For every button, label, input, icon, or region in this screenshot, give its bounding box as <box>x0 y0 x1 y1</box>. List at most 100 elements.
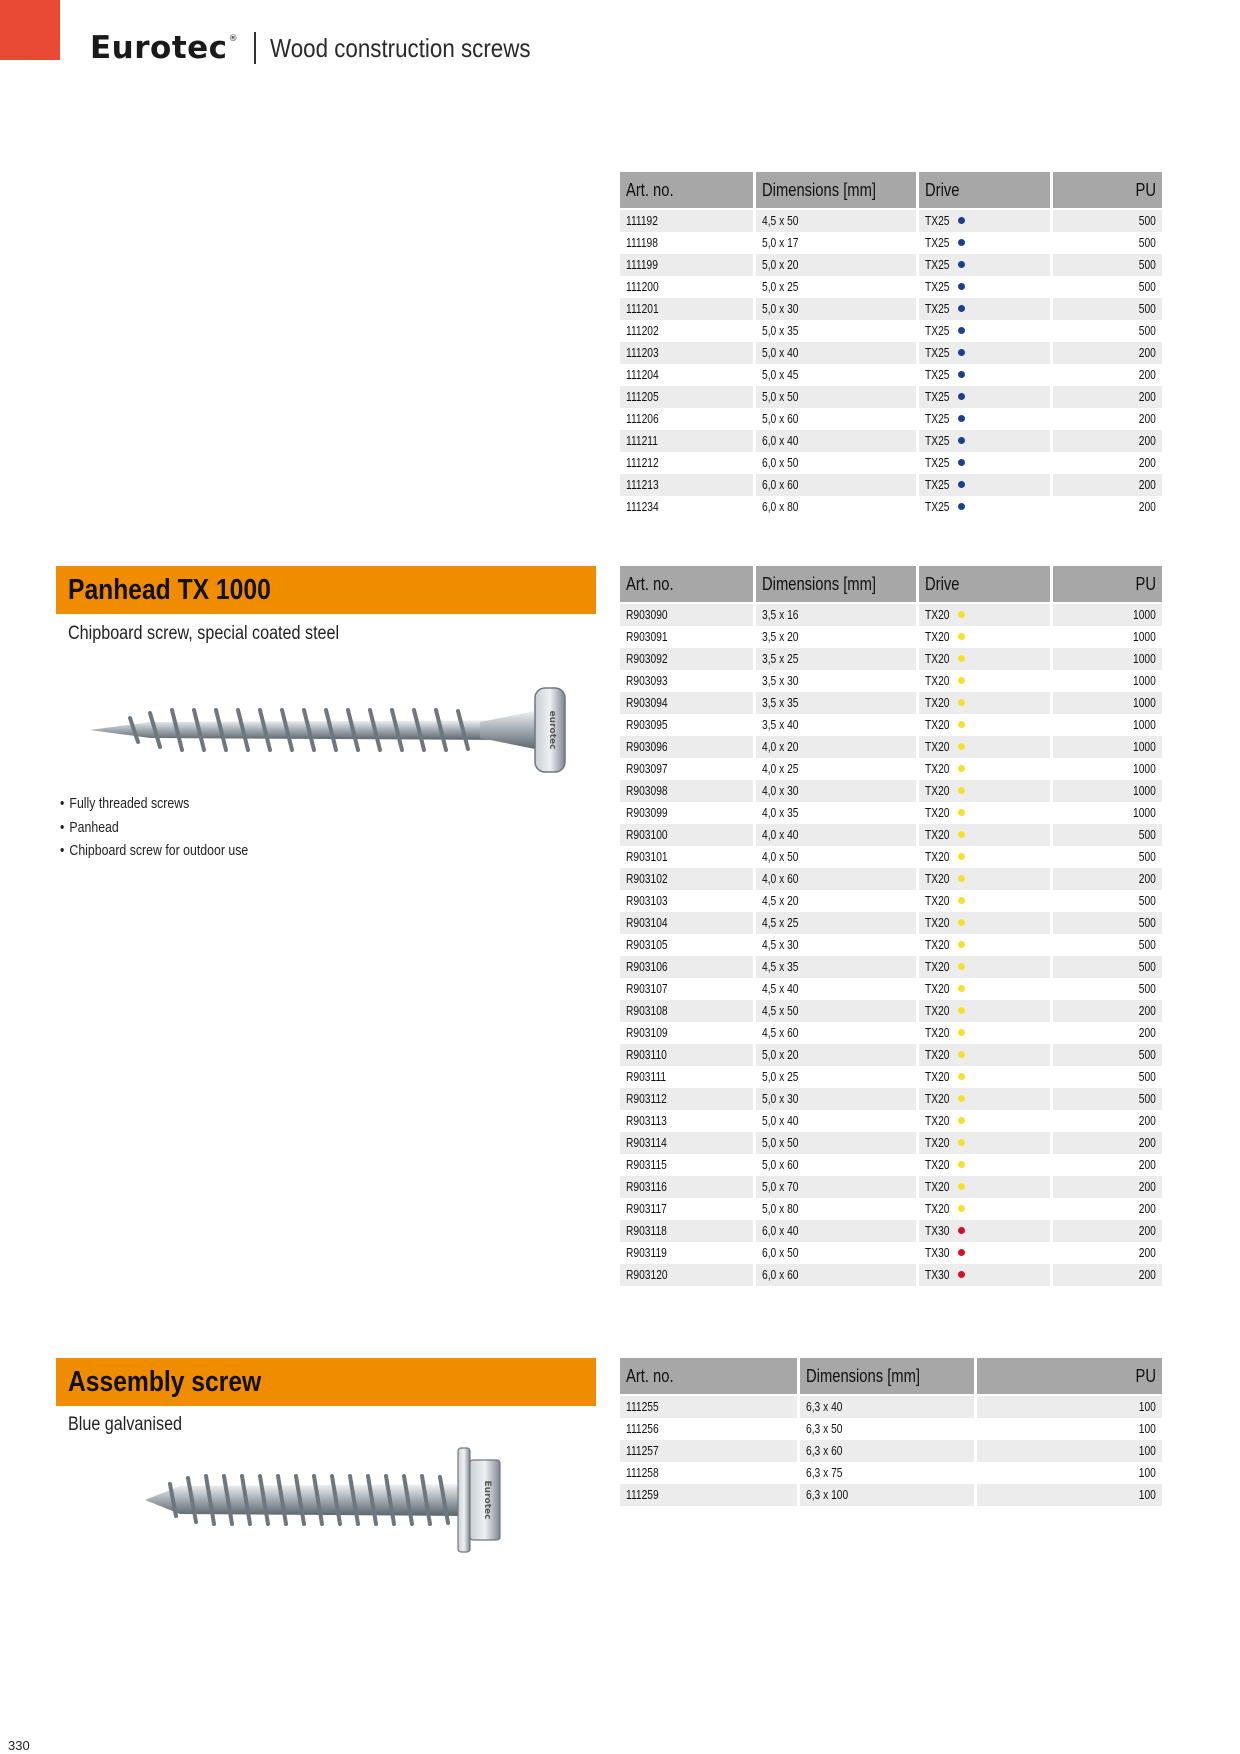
cell-dimensions: 4,5 x 25 <box>752 912 917 934</box>
cell-pu: 100 <box>973 1462 1162 1484</box>
drive-color-dot-icon <box>958 677 966 684</box>
table-row: R903104 4,5 x 25 TX20 500 <box>620 912 1162 934</box>
col-header-drive: Drive <box>915 566 1051 602</box>
cell-dimensions: 6,0 x 40 <box>752 1220 917 1242</box>
table-row: R903110 5,0 x 20 TX20 500 <box>620 1044 1162 1066</box>
page-title: Wood construction screws <box>270 32 531 63</box>
drive-color-dot-icon <box>958 503 966 510</box>
cell-pu: 1000 <box>1049 648 1162 670</box>
drive-color-dot-icon <box>958 393 966 400</box>
drive-color-dot-icon <box>958 305 966 312</box>
table-header-row: Art. no. Dimensions [mm] Drive PU <box>620 566 1162 602</box>
cell-pu: 500 <box>1049 276 1162 298</box>
cell-art-no: R903113 <box>626 1114 667 1128</box>
cell-pu: 500 <box>1049 890 1162 912</box>
drive-color-dot-icon <box>958 1205 966 1212</box>
drive-color-dot-icon <box>958 459 966 466</box>
table-row: R903118 6,0 x 40 TX30 200 <box>620 1220 1162 1242</box>
cell-art-no: R903112 <box>620 1088 754 1110</box>
cell-dimensions: 4,0 x 50 <box>752 846 917 868</box>
col-header-dimensions: Dimensions [mm] <box>752 172 917 208</box>
table-row: R903112 5,0 x 30 TX20 500 <box>620 1088 1162 1110</box>
table-row: 111199 5,0 x 20 TX25 500 <box>620 254 1162 276</box>
cell-dimensions: 6,0 x 50 <box>752 1242 917 1264</box>
table-row: R903120 6,0 x 60 TX30 200 <box>620 1264 1162 1286</box>
table-row: 111204 5,0 x 45 TX25 200 <box>620 364 1162 386</box>
list-item: Panhead <box>60 817 248 841</box>
cell-drive: TX20 <box>915 758 1051 780</box>
cell-art-no: 111201 <box>620 298 754 320</box>
cell-pu: 100 <box>973 1484 1162 1506</box>
drive-color-dot-icon <box>958 415 966 422</box>
drive-color-dot-icon <box>958 809 966 816</box>
cell-art-no: R903107 <box>626 982 668 996</box>
header-divider <box>254 32 257 64</box>
cell-art-no: 111205 <box>620 386 754 408</box>
drive-color-dot-icon <box>958 1051 966 1058</box>
cell-dimensions: 4,5 x 60 <box>752 1022 917 1044</box>
cell-pu: 1000 <box>1049 780 1162 802</box>
drive-color-dot-icon <box>958 721 966 728</box>
drive-color-dot-icon <box>958 371 966 378</box>
cell-drive: TX20 <box>915 846 1051 868</box>
cell-art-no: R903098 <box>620 780 754 802</box>
cell-pu: 500 <box>1049 824 1162 846</box>
cell-pu: 200 <box>1049 408 1162 430</box>
cell-pu: 1000 <box>1049 604 1162 626</box>
cell-pu: 200 <box>1049 1000 1162 1022</box>
page-header: Eurotec® Wood construction screws <box>90 28 573 68</box>
table-row: 111198 5,0 x 17 TX25 500 <box>620 232 1162 254</box>
brand-logo: Eurotec® <box>90 30 239 66</box>
cell-dimensions: 5,0 x 70 <box>752 1176 917 1198</box>
cell-drive: TX20 <box>915 714 1051 736</box>
table-row: R903111 5,0 x 25 TX20 500 <box>620 1066 1162 1088</box>
cell-art-no: R903099 <box>626 806 668 820</box>
cell-pu: 500 <box>1049 320 1162 342</box>
cell-dimensions: 3,5 x 40 <box>752 714 917 736</box>
table-row: R903109 4,5 x 60 TX20 200 <box>620 1022 1162 1044</box>
cell-drive: TX25 <box>915 474 1051 496</box>
cell-pu: 500 <box>1049 1088 1162 1110</box>
cell-art-no: R903097 <box>626 762 668 776</box>
cell-pu: 100 <box>973 1396 1162 1418</box>
table-row: R903114 5,0 x 50 TX20 200 <box>620 1132 1162 1154</box>
cell-dimensions: 4,5 x 35 <box>752 956 917 978</box>
table-row: 111258 6,3 x 75 100 <box>620 1462 1162 1484</box>
cell-drive: TX25 <box>915 430 1051 452</box>
table-row: 111255 6,3 x 40 100 <box>620 1396 1162 1418</box>
cell-dimensions: 5,0 x 25 <box>752 276 917 298</box>
table-row: 111206 5,0 x 60 TX25 200 <box>620 408 1162 430</box>
table-row: 111234 6,0 x 80 TX25 200 <box>620 496 1162 518</box>
cell-pu: 1000 <box>1049 736 1162 758</box>
table-row: R903116 5,0 x 70 TX20 200 <box>620 1176 1162 1198</box>
cell-art-no: R903111 <box>626 1070 667 1084</box>
cell-pu: 200 <box>1049 386 1162 408</box>
cell-art-no: 111199 <box>620 254 754 276</box>
drive-color-dot-icon <box>958 919 966 926</box>
cell-dimensions: 3,5 x 20 <box>752 626 917 648</box>
hex-head-screw-icon: Eurotec <box>145 1447 501 1553</box>
cell-pu: 1000 <box>1049 626 1162 648</box>
cell-dimensions: 5,0 x 40 <box>752 342 917 364</box>
table-row: R903117 5,0 x 80 TX20 200 <box>620 1198 1162 1220</box>
cell-drive: TX20 <box>915 626 1051 648</box>
drive-color-dot-icon <box>958 655 966 662</box>
cell-pu: 500 <box>1049 912 1162 934</box>
cell-pu: 1000 <box>1049 670 1162 692</box>
table-row: R903107 4,5 x 40 TX20 500 <box>620 978 1162 1000</box>
cell-art-no: R903103 <box>626 894 668 908</box>
drive-color-dot-icon <box>958 1073 966 1080</box>
table-row: R903097 4,0 x 25 TX20 1000 <box>620 758 1162 780</box>
cell-drive: TX25 <box>915 210 1051 232</box>
table-row: R903095 3,5 x 40 TX20 1000 <box>620 714 1162 736</box>
table-row: R903119 6,0 x 50 TX30 200 <box>620 1242 1162 1264</box>
cell-pu: 200 <box>1049 1198 1162 1220</box>
cell-pu: 500 <box>1049 254 1162 276</box>
cell-drive: TX20 <box>915 1044 1051 1066</box>
cell-dimensions: 4,5 x 50 <box>752 210 917 232</box>
cell-drive: TX25 <box>915 452 1051 474</box>
cell-dimensions: 4,0 x 40 <box>752 824 917 846</box>
cell-drive: TX20 <box>915 1022 1051 1044</box>
drive-color-dot-icon <box>958 1271 966 1278</box>
cell-drive: TX20 <box>915 802 1051 824</box>
